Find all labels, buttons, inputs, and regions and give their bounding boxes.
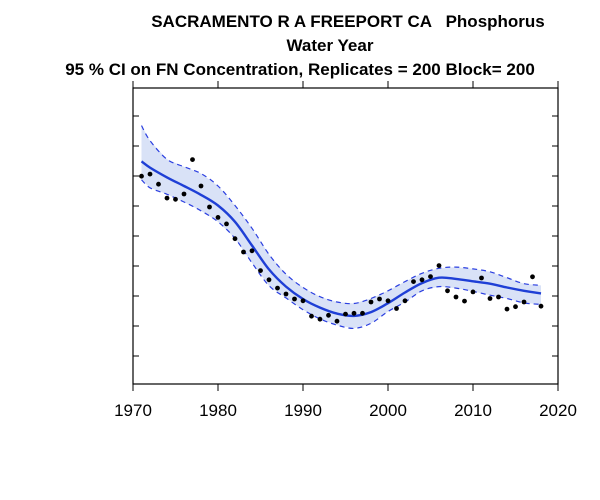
data-point (181, 191, 187, 197)
trend-line (140, 160, 542, 318)
data-point (470, 289, 476, 295)
data-point (334, 318, 340, 324)
data-point (317, 316, 323, 322)
data-point (207, 204, 212, 210)
trend-line-layer (140, 160, 542, 318)
data-point (513, 304, 518, 310)
data-point (530, 274, 535, 280)
confidence-band-fill (141, 125, 541, 329)
data-point (402, 298, 408, 304)
data-point (368, 299, 374, 305)
data-point (428, 274, 433, 279)
data-point (164, 195, 170, 201)
data-point (377, 296, 382, 302)
data-point (224, 221, 229, 227)
data-point (326, 312, 331, 318)
data-point (283, 291, 289, 297)
x-tick-label: 1990 (284, 401, 322, 420)
data-point (538, 303, 544, 309)
x-tick-label: 2020 (539, 401, 577, 420)
data-point (300, 298, 306, 304)
data-point (436, 263, 442, 268)
data-point (411, 279, 416, 284)
data-point (147, 171, 153, 177)
chart-subtitle: Water Year (286, 36, 374, 55)
data-point (504, 306, 510, 312)
data-point (309, 313, 314, 319)
data-point (351, 310, 357, 316)
data-point (198, 183, 204, 189)
x-tick-label: 1980 (199, 401, 237, 420)
x-tick-label: 2000 (369, 401, 407, 420)
data-point (215, 215, 221, 220)
observation-points (139, 157, 544, 324)
data-point (241, 249, 246, 255)
x-axis-ticks: 1970 1980 1990 2000 2010 2020 (114, 81, 577, 420)
data-point (156, 181, 161, 187)
data-point (266, 277, 272, 283)
upper-ci-line (140, 125, 542, 305)
data-point (190, 157, 195, 163)
data-point (462, 298, 467, 304)
data-point (521, 299, 527, 305)
data-point (258, 268, 263, 273)
data-point (479, 275, 484, 281)
plot-frame (132, 87, 559, 385)
data-point (275, 285, 280, 291)
data-point (232, 236, 238, 242)
y-axis-ticks (133, 115, 558, 357)
data-point (394, 306, 399, 311)
x-tick-label: 1970 (114, 401, 152, 420)
data-point (453, 294, 459, 300)
data-point (139, 173, 144, 179)
data-point (419, 277, 425, 283)
data-point (292, 296, 297, 302)
chart-title: SACRAMENTO R A FREEPORT CA Phosphorus (151, 12, 545, 31)
data-point (173, 196, 178, 202)
data-point (445, 288, 450, 294)
data-point (496, 294, 501, 300)
confidence-band (140, 125, 542, 330)
chart-subtitle-ci: 95 % CI on FN Concentration, Replicates … (65, 60, 535, 79)
x-tick-label: 2010 (454, 401, 492, 420)
data-point (385, 298, 391, 304)
data-point (343, 311, 348, 317)
data-point (249, 248, 255, 254)
data-point (360, 310, 365, 316)
data-point (487, 296, 493, 301)
